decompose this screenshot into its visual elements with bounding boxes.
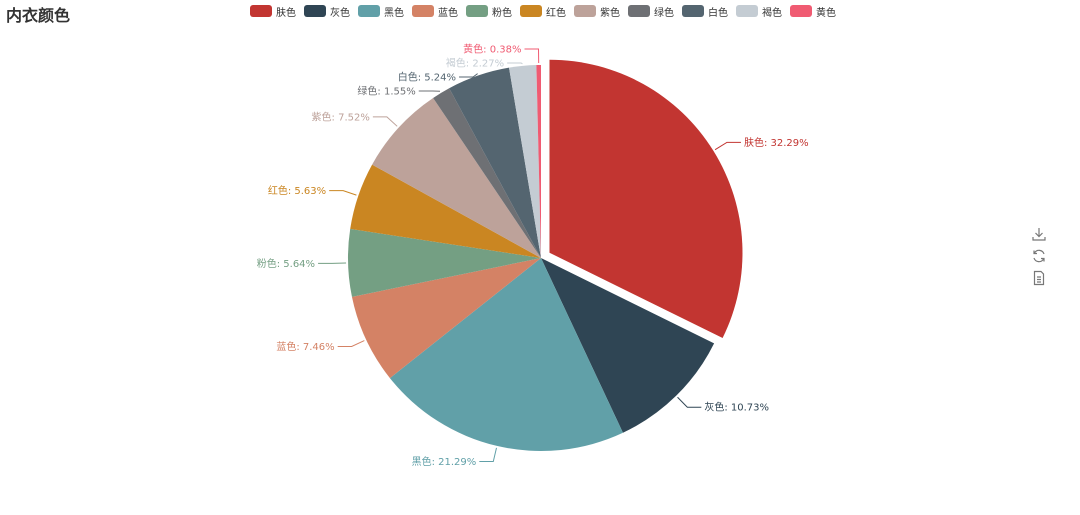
legend-swatch <box>466 5 488 17</box>
legend-label: 紫色 <box>600 7 620 19</box>
legend-label: 肤色 <box>276 7 296 19</box>
pie-slice[interactable] <box>549 59 743 339</box>
legend-item[interactable]: 紫色 <box>574 4 620 19</box>
pie-slice[interactable] <box>347 228 541 297</box>
pie-slice[interactable] <box>449 67 541 259</box>
legend-label: 黑色 <box>384 7 404 19</box>
label-leader-line <box>677 396 702 408</box>
label-leader-line <box>524 48 540 64</box>
legend-item[interactable]: 蓝色 <box>412 4 458 19</box>
legend-swatch <box>736 5 758 17</box>
legend-label: 粉色 <box>492 7 512 19</box>
label-leader-line <box>714 141 741 151</box>
pie-slice[interactable] <box>433 88 541 258</box>
slice-label: 红色: 5.63% <box>268 184 326 197</box>
legend-swatch <box>358 5 380 17</box>
slice-label: 白色: 5.24% <box>398 71 456 84</box>
refresh-icon[interactable] <box>1031 248 1047 264</box>
legend-swatch <box>574 5 596 17</box>
pie-slice[interactable] <box>389 258 623 451</box>
pie-slice[interactable] <box>372 97 541 259</box>
legend-swatch <box>628 5 650 17</box>
legend-swatch <box>304 5 326 17</box>
legend-swatch <box>250 5 272 17</box>
legend-swatch <box>682 5 704 17</box>
pie-slice[interactable] <box>536 65 541 258</box>
legend-item[interactable]: 灰色 <box>304 4 350 19</box>
legend-label: 黄色 <box>816 7 836 19</box>
label-leader-line <box>372 116 398 127</box>
label-leader-line <box>459 73 478 78</box>
legend-swatch <box>790 5 812 17</box>
slice-label: 蓝色: 7.46% <box>276 340 334 353</box>
pie-slice[interactable] <box>509 65 541 258</box>
legend-label: 灰色 <box>330 7 350 19</box>
pie-slice[interactable] <box>541 258 715 433</box>
label-leader-line <box>337 340 365 348</box>
legend-swatch <box>412 5 434 17</box>
legend-item[interactable]: 黑色 <box>358 4 404 19</box>
slice-label: 灰色: 10.73% <box>704 401 769 414</box>
legend-label: 红色 <box>546 7 566 19</box>
slice-label: 褐色: 2.27% <box>446 57 504 70</box>
legend-item[interactable]: 红色 <box>520 4 566 19</box>
slice-label: 绿色: 1.55% <box>357 85 415 98</box>
slice-label: 粉色: 5.64% <box>257 257 315 270</box>
legend-swatch <box>520 5 542 17</box>
legend-item[interactable]: 黄色 <box>790 4 836 19</box>
chart-title: 内衣颜色 <box>6 6 71 25</box>
slice-label: 黑色: 21.29% <box>412 455 477 468</box>
legend-item[interactable]: 白色 <box>682 4 728 19</box>
legend-item[interactable]: 绿色 <box>628 4 674 19</box>
legend-label: 蓝色 <box>438 7 458 19</box>
legend-label: 褐色 <box>762 7 782 19</box>
label-leader-line <box>479 447 497 462</box>
slice-label: 肤色: 32.29% <box>744 136 809 149</box>
legend-item[interactable]: 粉色 <box>466 4 512 19</box>
pie-slice[interactable] <box>351 258 541 379</box>
slice-label: 黄色: 0.38% <box>463 43 521 56</box>
data-view-icon[interactable] <box>1031 270 1047 286</box>
legend-item[interactable]: 肤色 <box>250 4 296 19</box>
pie-slice[interactable] <box>350 164 541 258</box>
label-leader-line <box>329 190 357 196</box>
legend-item[interactable]: 褐色 <box>736 4 782 19</box>
label-leader-line <box>507 62 523 65</box>
chart-legend: 肤色 灰色 黑色 蓝色 粉色 红色 紫色 绿色 白色 褐色 黄色 <box>250 3 836 19</box>
legend-label: 绿色 <box>654 7 674 19</box>
slice-label: 紫色: 7.52% <box>312 110 370 123</box>
legend-label: 白色 <box>708 7 728 19</box>
download-icon[interactable] <box>1031 226 1047 242</box>
toolbox <box>1030 226 1048 286</box>
